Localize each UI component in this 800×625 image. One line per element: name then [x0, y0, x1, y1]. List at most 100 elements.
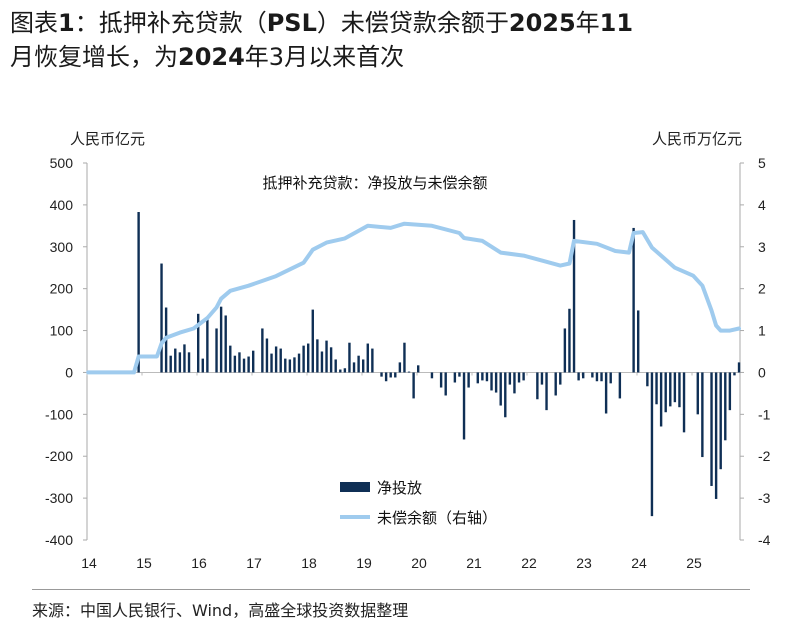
bar-net-injection [137, 212, 140, 373]
right-tick-label: 2 [758, 281, 766, 297]
legend-bar-swatch [340, 482, 370, 492]
bar-net-injection [701, 372, 704, 458]
bar-net-injection [728, 372, 732, 411]
title-part: 2024 [178, 43, 245, 71]
bar-net-injection [238, 352, 241, 373]
bar-net-injection [261, 328, 264, 373]
bar-net-injection [659, 372, 663, 427]
bar-net-injection [270, 353, 273, 373]
title-part: 图表 [10, 9, 58, 37]
bar-net-injection [384, 372, 388, 382]
bar-net-injection [462, 372, 466, 440]
bar-net-injection [609, 372, 612, 384]
bar-net-injection [545, 372, 548, 411]
bar-net-injection [650, 372, 654, 517]
bar-net-injection [169, 355, 172, 373]
legend-line-label: 未偿余额（右轴） [377, 509, 497, 527]
x-tick-label: 23 [576, 555, 592, 571]
bar-net-injection [187, 352, 191, 373]
bar-net-injection [329, 347, 333, 373]
bar-net-injection [371, 348, 374, 373]
bar-net-injection [224, 315, 227, 373]
bar-net-injection [279, 348, 282, 373]
left-tick-label: -100 [45, 406, 73, 422]
right-tick-label: -1 [758, 406, 771, 422]
bar-net-injection [490, 372, 493, 391]
right-axis-unit: 人民币万亿元 [652, 130, 743, 148]
bar-net-injection [504, 372, 507, 418]
bar-net-injection [325, 340, 328, 373]
x-tick-label: 25 [686, 555, 702, 571]
bar-net-injection [247, 356, 250, 373]
bar-net-injection [265, 338, 269, 373]
title-part: 2025 [508, 9, 576, 37]
source-note: 来源：中国人民银行、Wind，高盛全球投资数据整理 [32, 601, 409, 620]
bar-net-injection [513, 372, 516, 394]
bar-net-injection [316, 339, 319, 373]
right-tick-label: 4 [758, 197, 766, 213]
title-part: 年 [575, 9, 600, 37]
bar-net-injection [417, 365, 420, 373]
bar-net-injection [348, 342, 351, 373]
bar-net-injection [320, 351, 324, 373]
bar-net-injection [412, 372, 415, 399]
bar-net-injection [284, 358, 287, 373]
bar-net-injection [673, 372, 677, 403]
bar-net-injection [343, 368, 347, 373]
right-tick-label: 1 [758, 323, 766, 339]
bar-net-injection [467, 372, 470, 388]
bar-net-injection [568, 308, 571, 373]
bar-net-injection [362, 359, 365, 373]
bar-net-injection [160, 263, 163, 373]
x-tick-label: 24 [631, 555, 647, 571]
bar-net-injection [577, 372, 580, 381]
bar-net-injection [174, 348, 177, 373]
title-part: 11 [599, 9, 634, 37]
bar-net-injection [242, 358, 246, 373]
bar-net-injection [352, 362, 356, 373]
bar-net-injection [201, 358, 204, 373]
bar-net-injection [206, 318, 209, 373]
bar-net-injection [669, 372, 672, 407]
bar-net-injection [178, 352, 182, 373]
bar-net-injection [407, 371, 411, 373]
left-axis-unit: 人民币亿元 [70, 130, 146, 148]
bar-net-injection [600, 372, 603, 382]
bar-net-injection [719, 372, 722, 470]
bar-net-injection [297, 353, 301, 373]
bar-net-injection [536, 372, 539, 400]
title-part: ）未偿贷款余额于 [316, 9, 509, 37]
bar-net-injection [554, 372, 557, 396]
right-tick-label: -4 [758, 532, 771, 548]
bar-net-injection [311, 309, 314, 373]
bar-net-injection [485, 372, 489, 382]
line-outstanding-balance [86, 221, 741, 375]
bar-net-injection [618, 372, 622, 399]
left-tick-label: 100 [50, 323, 74, 339]
legend-bar-label: 净投放 [377, 479, 422, 497]
bar-net-injection [307, 343, 310, 373]
bar-net-injection [733, 372, 736, 376]
bar-net-injection [439, 372, 443, 388]
x-tick-label: 21 [466, 555, 482, 571]
bar-net-injection [696, 372, 699, 415]
bar-net-injection [540, 372, 544, 385]
bar-net-injection [444, 372, 447, 396]
bar-net-injection [366, 343, 369, 373]
left-tick-label: 500 [50, 155, 74, 171]
bar-net-injection [724, 372, 727, 441]
bar-net-injection [604, 372, 608, 414]
x-tick-label: 18 [301, 555, 317, 571]
bar-net-injection [678, 372, 681, 408]
bar-net-injection [737, 362, 741, 373]
bar-net-injection [398, 362, 402, 373]
bar-net-injection [339, 369, 342, 373]
bar-net-injection [714, 372, 718, 499]
left-tick-label: -400 [45, 532, 73, 548]
title-part: 年3月以来首次 [244, 43, 405, 71]
bar-net-injection [632, 227, 635, 373]
separator [32, 589, 750, 590]
bar-net-injection [476, 372, 479, 384]
bar-net-injection [219, 306, 223, 373]
left-tick-label: -300 [45, 490, 73, 506]
